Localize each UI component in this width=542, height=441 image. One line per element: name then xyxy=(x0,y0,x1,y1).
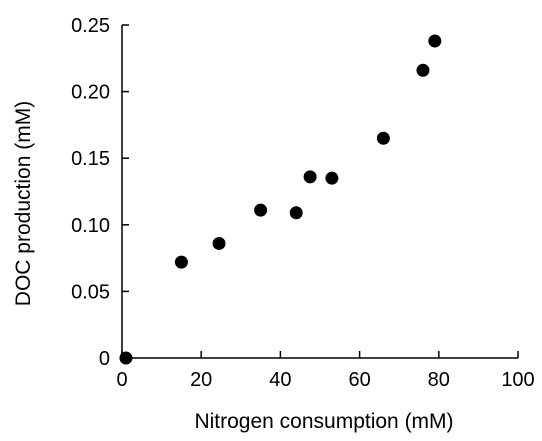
y-axis-title: DOC production (mM) xyxy=(12,101,35,306)
y-axis-ticks: 0 0.05 0.10 0.15 0.20 0.25 xyxy=(71,15,129,370)
data-points xyxy=(119,34,442,365)
y-tick-label: 0.25 xyxy=(71,15,110,37)
data-point xyxy=(428,34,442,48)
x-tick-label: 60 xyxy=(348,369,370,391)
x-tick-label: 100 xyxy=(501,369,534,391)
data-point xyxy=(289,206,303,220)
x-tick-label: 0 xyxy=(116,369,127,391)
y-tick-label: 0.10 xyxy=(71,215,110,237)
data-point xyxy=(376,131,390,145)
plot-area xyxy=(121,25,518,359)
x-tick-label: 40 xyxy=(269,369,291,391)
x-tick-label: 20 xyxy=(190,369,212,391)
data-point xyxy=(119,351,133,365)
data-point xyxy=(325,171,339,185)
data-point xyxy=(174,255,188,269)
y-tick-label: 0.20 xyxy=(71,82,110,104)
x-axis-title: Nitrogen consumption (mM) xyxy=(194,410,453,433)
data-point xyxy=(303,170,317,184)
data-point xyxy=(416,63,430,77)
x-axis-ticks: 0 20 40 60 80 100 xyxy=(116,351,535,391)
y-tick-label: 0 xyxy=(99,348,110,370)
y-tick-label: 0.15 xyxy=(71,148,110,170)
y-tick-label: 0.05 xyxy=(71,281,110,303)
data-point xyxy=(212,236,226,250)
data-point xyxy=(254,203,268,217)
x-tick-label: 80 xyxy=(428,369,450,391)
